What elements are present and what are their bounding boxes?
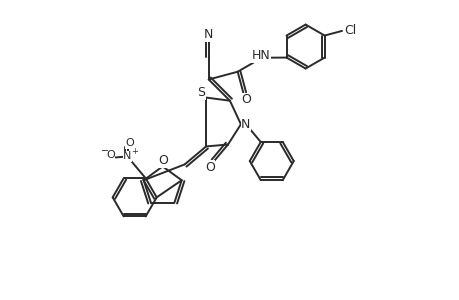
Text: N: N — [204, 28, 213, 41]
Text: O: O — [106, 150, 115, 161]
Text: S: S — [196, 86, 205, 99]
Text: N: N — [123, 152, 131, 161]
Text: N: N — [241, 118, 250, 131]
Text: −: − — [100, 146, 108, 156]
Text: +: + — [131, 147, 138, 156]
Text: Cl: Cl — [343, 24, 355, 38]
Text: HN: HN — [251, 49, 270, 62]
Text: O: O — [241, 94, 251, 106]
Text: O: O — [125, 138, 134, 148]
Text: O: O — [158, 154, 168, 167]
Text: O: O — [204, 161, 214, 174]
